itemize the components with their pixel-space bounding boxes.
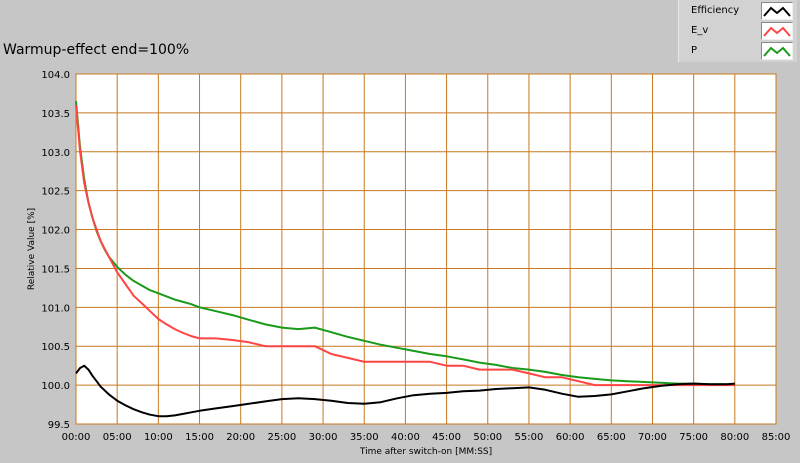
x-axis-ticks: 00:00 05:00 10:00 15:00 20:00 25:00 30:00 35:00… [62, 432, 791, 443]
y-tick-label: 102.0 [41, 226, 70, 237]
legend-swatch-p[interactable] [761, 42, 793, 60]
x-axis-label: Time after switch-on [MM:SS] [359, 447, 492, 457]
x-tick-label: 20:00 [226, 432, 255, 443]
y-tick-label: 101.5 [41, 264, 70, 275]
series-line-efficiency [75, 364, 735, 418]
legend-item-ev: E_v [679, 21, 797, 41]
y-tick-label: 103.5 [41, 109, 70, 120]
chart-title: Warmup-effect end=100% [3, 42, 190, 58]
y-axis-ticks: 104.0 103.5 103.0 102.5 102.0 101.5 101.0 100.5… [41, 70, 70, 431]
x-tick-label: 50:00 [473, 432, 502, 443]
legend: Efficiency E_v P [678, 0, 797, 62]
legend-swatch-efficiency[interactable] [761, 2, 793, 20]
x-tick-label: 10:00 [144, 432, 173, 443]
y-tick-label: 100.0 [41, 381, 70, 392]
y-axis-label: Relative Value [%] [27, 208, 37, 290]
line-glyph-icon [763, 6, 791, 17]
line-glyph-icon [763, 46, 791, 57]
x-tick-label: 85:00 [762, 432, 791, 443]
x-tick-label: 75:00 [679, 432, 708, 443]
y-tick-label: 102.5 [41, 187, 70, 198]
legend-item-efficiency: Efficiency [679, 1, 797, 21]
legend-swatch-ev[interactable] [761, 22, 793, 40]
legend-label: E_v [691, 25, 709, 36]
series-line-p [75, 101, 735, 387]
y-tick-label: 99.5 [48, 420, 70, 431]
line-glyph-icon [763, 26, 791, 37]
y-tick-label: 100.5 [41, 342, 70, 353]
legend-label: P [691, 45, 698, 56]
legend-label: Efficiency [691, 5, 740, 16]
x-tick-label: 45:00 [432, 432, 461, 443]
y-tick-label: 104.0 [41, 70, 70, 81]
y-tick-label: 103.0 [41, 148, 70, 159]
series-layer [75, 101, 735, 418]
x-tick-label: 70:00 [638, 432, 667, 443]
series-line-e-v [75, 105, 735, 387]
plot-area [75, 73, 777, 425]
x-tick-label: 60:00 [556, 432, 585, 443]
x-tick-label: 35:00 [350, 432, 379, 443]
x-tick-label: 00:00 [62, 432, 91, 443]
x-tick-label: 30:00 [309, 432, 338, 443]
y-tick-label: 101.0 [41, 303, 70, 314]
x-tick-label: 25:00 [267, 432, 296, 443]
x-tick-label: 65:00 [597, 432, 626, 443]
x-tick-label: 40:00 [391, 432, 420, 443]
x-tick-label: 55:00 [515, 432, 544, 443]
x-tick-label: 05:00 [103, 432, 132, 443]
x-tick-label: 80:00 [720, 432, 749, 443]
x-tick-label: 15:00 [185, 432, 214, 443]
legend-item-p: P [679, 41, 797, 61]
